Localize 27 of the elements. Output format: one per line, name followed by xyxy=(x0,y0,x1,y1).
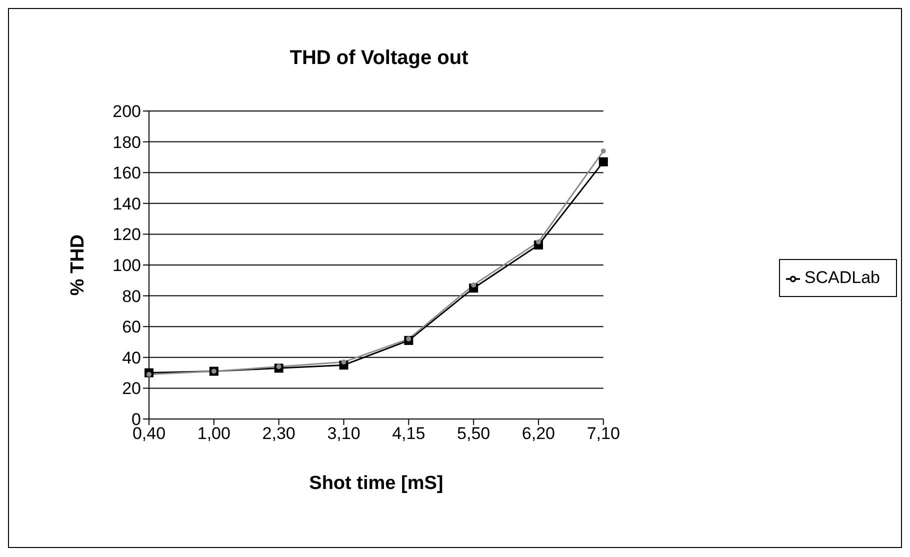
y-tick-label: 100 xyxy=(112,256,141,276)
y-tick-label: 120 xyxy=(112,225,141,244)
y-tick-label: 140 xyxy=(112,194,141,214)
x-axis-title: Shot time [mS] xyxy=(309,473,444,494)
x-tick-label: 0,40 xyxy=(132,424,166,444)
chart-title: THD of Voltage out xyxy=(288,47,470,70)
point xyxy=(598,157,608,166)
point xyxy=(536,239,541,244)
point xyxy=(600,148,606,154)
point xyxy=(471,282,476,288)
x-tick-label: 7,10 xyxy=(586,424,620,444)
x-tick-label: 6,20 xyxy=(522,424,556,444)
x-tick-label: 3,10 xyxy=(327,424,360,444)
y-tick-label: 200 xyxy=(112,102,141,122)
point xyxy=(341,360,346,365)
x-tick-label: 5,50 xyxy=(457,424,490,444)
y-tick-label: 80 xyxy=(122,286,141,306)
y-tick-label: 180 xyxy=(112,132,141,152)
x-tick-label: 2,30 xyxy=(262,424,296,444)
y-tick-label: 20 xyxy=(122,379,141,398)
y-tick-label: 160 xyxy=(112,164,141,183)
y-tick-label: 40 xyxy=(122,348,141,368)
x-tick-label: 1,00 xyxy=(197,424,230,444)
x-tick-label: 4,15 xyxy=(392,424,426,444)
y-axis-title: % THD xyxy=(68,234,89,296)
legend-label: SCADLab xyxy=(804,268,880,287)
y-tick-label: 60 xyxy=(122,318,141,337)
